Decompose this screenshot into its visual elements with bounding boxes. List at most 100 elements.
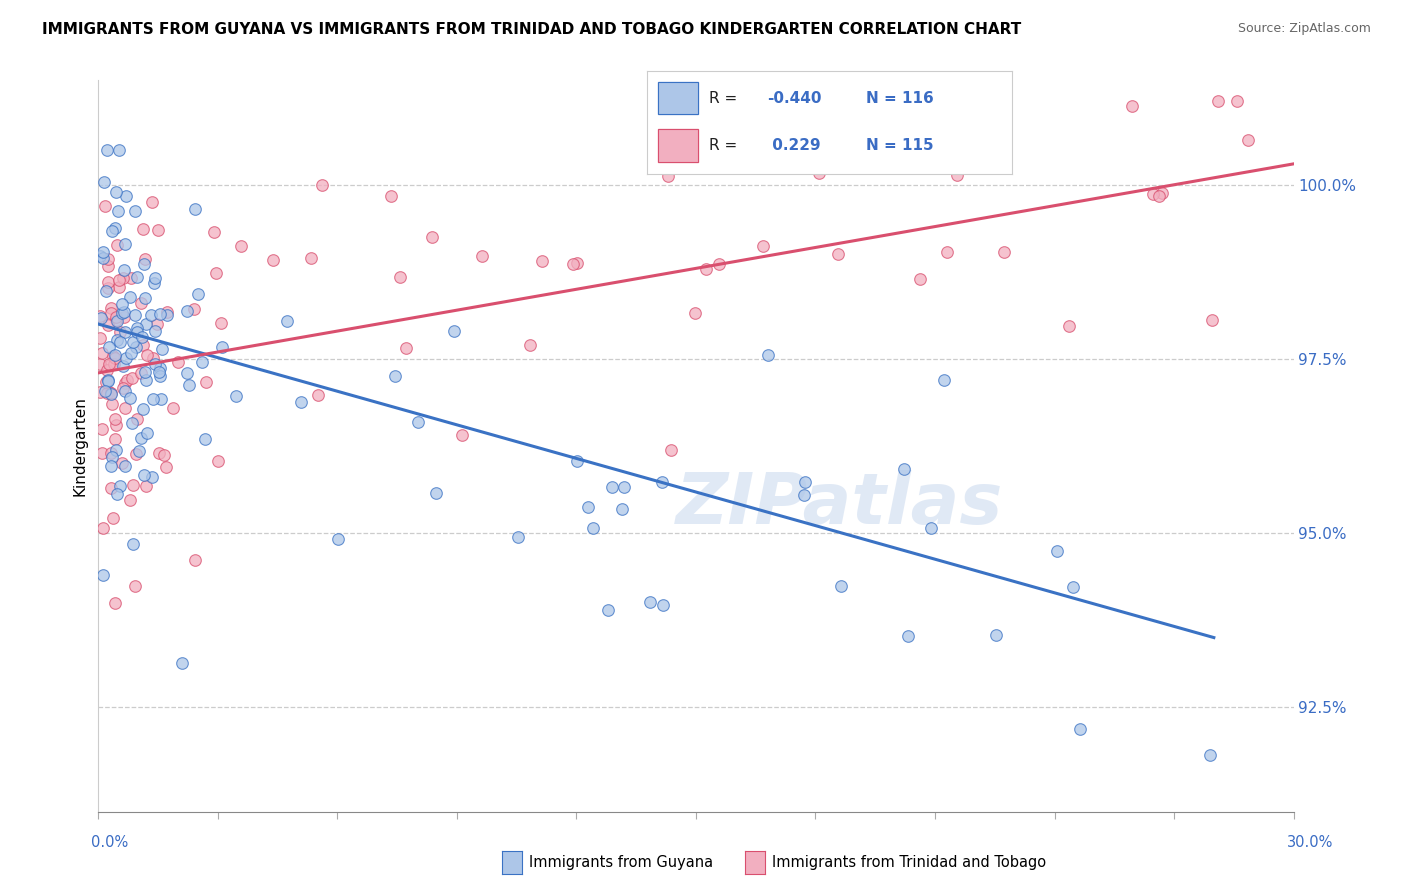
Point: [134, 252, 156, 267]
Point: [100, 224, 122, 238]
Point: [129, 431, 152, 445]
Point: [897, 629, 920, 643]
Point: [311, 178, 333, 192]
Text: Source: ZipAtlas.com: Source: ZipAtlas.com: [1237, 22, 1371, 36]
Point: [149, 307, 172, 321]
Point: [1152, 186, 1174, 200]
Text: R =: R =: [709, 137, 742, 153]
Bar: [658, 128, 697, 161]
Point: [97, 259, 120, 273]
Point: [125, 447, 148, 461]
Point: [112, 305, 135, 319]
Point: [104, 442, 127, 457]
Point: [993, 244, 1015, 259]
Point: [96, 362, 118, 376]
Point: [209, 316, 232, 330]
Point: [97, 373, 120, 387]
Point: [380, 189, 402, 203]
Point: [156, 308, 179, 322]
Point: [187, 287, 209, 301]
Point: [111, 296, 134, 310]
Point: [576, 500, 599, 514]
Bar: [658, 81, 697, 114]
Text: 0.0%: 0.0%: [91, 836, 128, 850]
Point: [135, 373, 157, 387]
Point: [149, 369, 172, 384]
Point: [443, 324, 465, 338]
Point: [89, 357, 111, 371]
Point: [107, 203, 129, 218]
Point: [91, 244, 114, 259]
Point: [638, 594, 661, 608]
Point: [114, 384, 136, 399]
Point: [986, 628, 1008, 642]
Point: [225, 389, 247, 403]
Point: [118, 290, 141, 304]
Point: [100, 481, 122, 495]
Point: [177, 377, 200, 392]
Point: [97, 374, 120, 388]
Point: [100, 385, 122, 400]
Point: [91, 422, 114, 436]
Point: [148, 365, 170, 379]
Point: [1147, 189, 1170, 203]
Point: [142, 392, 165, 406]
Point: [149, 392, 172, 406]
Point: [125, 340, 148, 354]
Point: [893, 462, 915, 476]
Point: [128, 444, 150, 458]
Point: [94, 375, 117, 389]
Point: [132, 222, 155, 236]
Point: [156, 305, 179, 319]
Point: [101, 510, 124, 524]
Point: [121, 416, 143, 430]
Point: [111, 359, 134, 373]
Point: [657, 169, 679, 184]
Point: [97, 252, 120, 267]
Point: [98, 384, 121, 399]
Point: [114, 325, 136, 339]
Point: [142, 351, 165, 366]
Point: [104, 221, 127, 235]
Point: [1062, 580, 1084, 594]
Point: [195, 375, 218, 389]
Point: [115, 351, 138, 365]
Point: [91, 252, 114, 266]
Point: [129, 367, 152, 381]
Point: [425, 486, 447, 500]
Point: [1226, 94, 1249, 108]
Text: R =: R =: [709, 90, 742, 105]
Point: [166, 355, 188, 369]
Point: [299, 251, 322, 265]
Point: [1201, 313, 1223, 327]
Point: [752, 239, 775, 253]
Point: [96, 318, 118, 333]
Point: [562, 257, 585, 271]
Point: [683, 306, 706, 320]
Point: [612, 502, 634, 516]
Point: [131, 401, 153, 416]
Point: [105, 417, 128, 432]
Point: [1121, 99, 1143, 113]
Point: [93, 199, 115, 213]
Point: [114, 237, 136, 252]
Point: [108, 279, 131, 293]
Point: [148, 446, 170, 460]
Point: [596, 603, 619, 617]
Point: [100, 446, 122, 460]
Point: [105, 185, 128, 199]
Point: [105, 487, 128, 501]
Point: [756, 348, 779, 362]
Point: [89, 331, 111, 345]
Point: [100, 301, 122, 315]
Point: [793, 475, 815, 489]
Point: [97, 276, 120, 290]
Point: [395, 341, 418, 355]
Point: [135, 317, 157, 331]
Point: [134, 291, 156, 305]
Text: Immigrants from Guyana: Immigrants from Guyana: [529, 855, 713, 870]
Point: [104, 412, 127, 426]
Point: [114, 376, 136, 390]
Point: [384, 368, 406, 383]
Point: [135, 479, 157, 493]
